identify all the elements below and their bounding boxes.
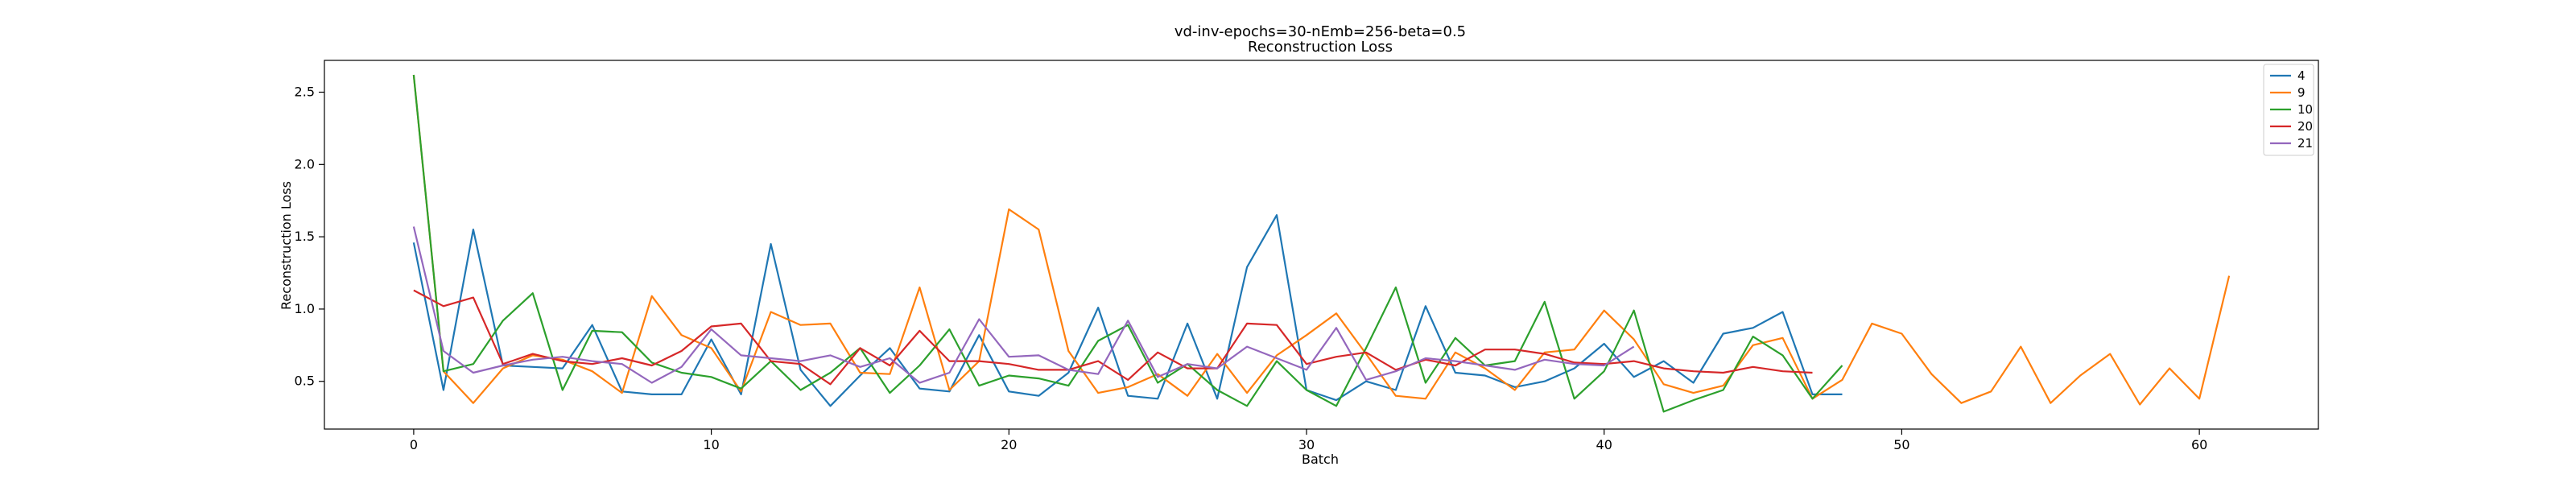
x-tick-label: 60 xyxy=(2191,437,2207,452)
y-tick-label: 0.5 xyxy=(295,374,315,389)
series-line-4 xyxy=(412,214,1843,407)
x-tick-label: 0 xyxy=(410,437,418,452)
y-tick-label: 2.0 xyxy=(295,156,315,171)
series-line-21 xyxy=(412,226,1635,384)
chart-subtitle: Reconstruction Loss xyxy=(1248,39,1393,56)
x-tick-label: 30 xyxy=(1298,437,1315,452)
series-layer xyxy=(412,74,2231,413)
x-axis-ticks: 0 10 20 30 40 50 60 xyxy=(410,429,2207,452)
legend-label-20: 20 xyxy=(2297,119,2313,134)
legend-label-21: 21 xyxy=(2297,136,2313,151)
x-tick-label: 50 xyxy=(1893,437,1909,452)
legend-label-4: 4 xyxy=(2297,68,2306,83)
plot-frame xyxy=(324,60,2319,430)
x-tick-label: 10 xyxy=(703,437,719,452)
x-axis-label: Batch xyxy=(1302,452,1339,467)
series-line-9 xyxy=(412,74,2231,406)
legend-label-10: 10 xyxy=(2297,102,2313,117)
chart-title: vd-inv-epochs=30-nEmb=256-beta=0.5 xyxy=(1174,23,1466,40)
y-axis-label: Reconstruction Loss xyxy=(279,181,294,310)
x-tick-label: 20 xyxy=(1001,437,1017,452)
series-line-10 xyxy=(412,74,1843,413)
y-axis-ticks: 0.5 1.0 1.5 2.0 2.5 xyxy=(295,85,324,389)
y-tick-label: 1.0 xyxy=(295,301,315,316)
y-tick-label: 2.5 xyxy=(295,85,315,100)
series-line-20 xyxy=(413,289,1813,386)
legend: 4 9 10 20 21 xyxy=(2263,64,2314,156)
legend-label-9: 9 xyxy=(2297,85,2306,100)
x-tick-label: 40 xyxy=(1596,437,1612,452)
y-tick-label: 1.5 xyxy=(295,229,315,244)
